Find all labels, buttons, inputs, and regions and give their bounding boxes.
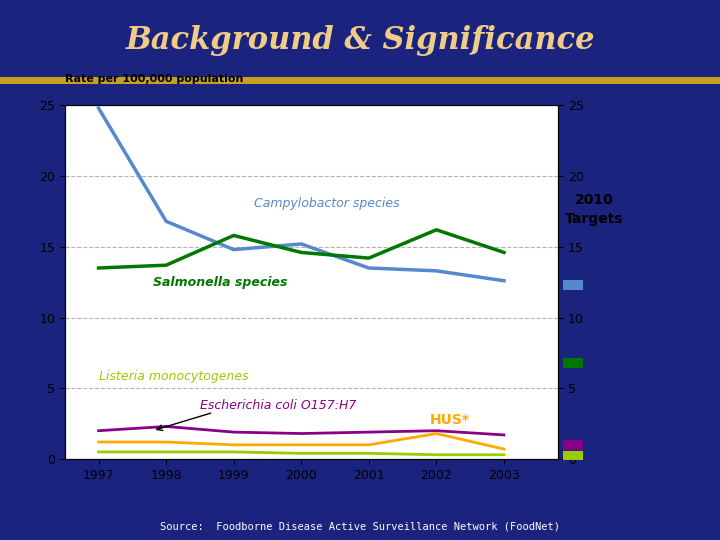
Text: HUS*: HUS* xyxy=(430,413,469,427)
Text: Background & Significance: Background & Significance xyxy=(125,25,595,56)
Text: Campylobactor species: Campylobactor species xyxy=(254,197,400,210)
Text: Rate per 100,000 population: Rate per 100,000 population xyxy=(65,74,243,84)
Text: Listeria monocytogenes: Listeria monocytogenes xyxy=(99,370,248,383)
Text: Targets: Targets xyxy=(564,212,624,226)
Text: Source:  Foodborne Disease Active Surveillance Network (FoodNet): Source: Foodborne Disease Active Surveil… xyxy=(160,522,560,531)
Text: 2010: 2010 xyxy=(575,193,613,207)
Text: Escherichia coli O157:H7: Escherichia coli O157:H7 xyxy=(200,400,356,413)
Text: Salmonella species: Salmonella species xyxy=(153,276,287,289)
